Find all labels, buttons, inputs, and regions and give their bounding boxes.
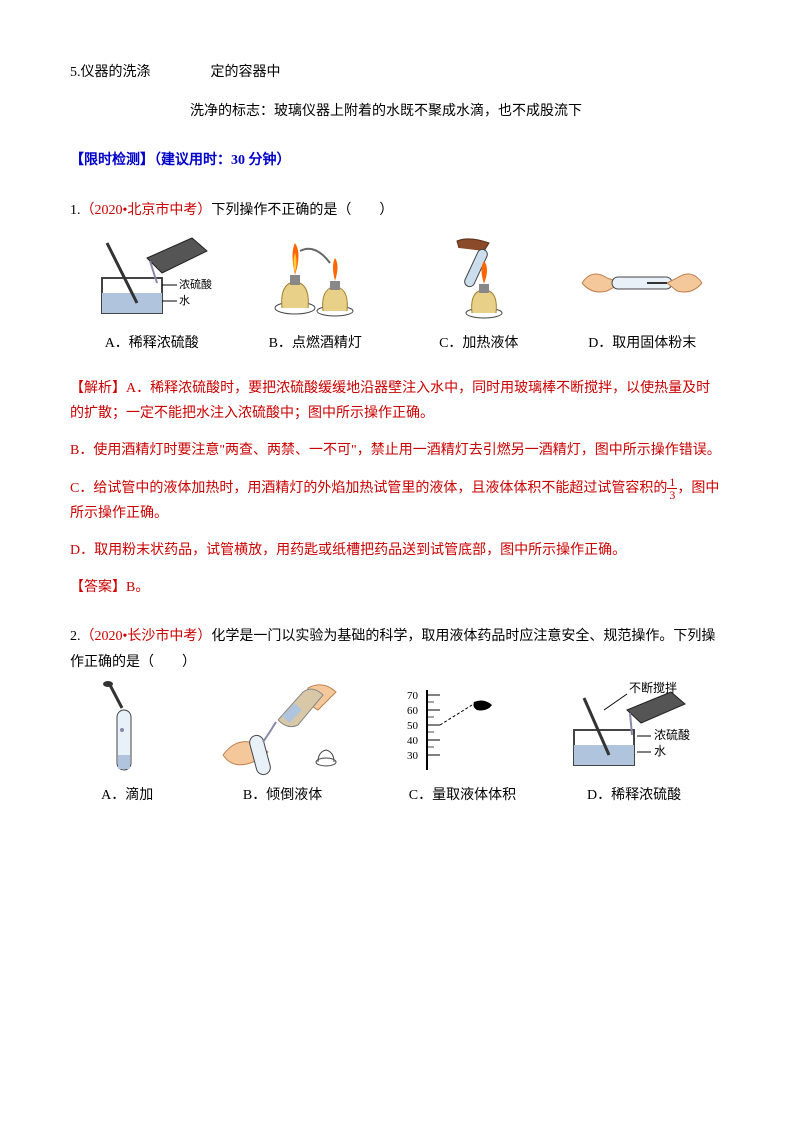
q1-analysis-B: B．使用酒精灯时要注意"两查、两禁、一不可"，禁止用一酒精灯去引燃另一酒精灯，图… — [70, 438, 724, 463]
q2-source: （2020•长沙市中考） — [81, 629, 212, 644]
item5-left: 5.仪器的洗涤 — [70, 60, 151, 85]
q1-optD-block: D．取用固体粉末 — [561, 233, 725, 356]
svg-text:水: 水 — [179, 294, 190, 307]
q2-optA-block: A．滴加 — [70, 685, 184, 808]
q2-optD-label: D．稀释浓硫酸 — [587, 783, 681, 808]
q2-optB-image — [208, 685, 358, 775]
svg-text:70: 70 — [407, 690, 419, 702]
svg-text:浓硫酸: 浓硫酸 — [654, 727, 690, 742]
q1-text: 下列操作不正确的是（ ） — [211, 203, 393, 218]
q1-optC-image — [429, 233, 529, 323]
q1-options-images: 浓硫酸 水 A．稀释浓硫酸 B．点燃酒精灯 — [70, 233, 724, 356]
q1-optC-label: C．加热液体 — [439, 331, 518, 356]
q2-optB-block: B．倾倒液体 — [184, 685, 380, 808]
svg-text:50: 50 — [407, 720, 419, 732]
svg-text:浓硫酸: 浓硫酸 — [179, 277, 212, 291]
q2-optA-label: A．滴加 — [101, 783, 153, 808]
timed-test-title: 【限时检测】（建议用时：30 分钟） — [70, 148, 724, 173]
q2-optA-image — [92, 685, 162, 775]
svg-text:40: 40 — [407, 735, 419, 747]
svg-text:30: 30 — [407, 750, 419, 762]
q1-source: （2020•北京市中考） — [81, 203, 212, 218]
q1-number: 1. — [70, 203, 81, 218]
clean-standard: 洗净的标志：玻璃仪器上附着的水既不聚成水滴，也不成股流下 — [70, 99, 724, 124]
q1-optC-block: C．加热液体 — [397, 233, 561, 356]
header-line-1: 5.仪器的洗涤 定的容器中 — [70, 60, 724, 85]
q1-optA-block: 浓硫酸 水 A．稀释浓硫酸 — [70, 233, 234, 356]
q2-optC-block: 70 60 50 40 30 C．量取液体体积 — [381, 685, 545, 808]
svg-text:60: 60 — [407, 705, 419, 717]
q1-analysis: 【解析】A．稀释浓硫酸时，要把浓硫酸缓缓地沿器壁注入水中，同时用玻璃棒不断搅拌，… — [70, 376, 724, 563]
svg-text:水: 水 — [654, 744, 666, 758]
q1-analysis-D: D．取用粉末状药品，试管横放，用药匙或纸槽把药品送到试管底部，图中所示操作正确。 — [70, 538, 724, 563]
q2-number: 2. — [70, 629, 81, 644]
q1-optD-image — [577, 233, 707, 323]
q2-stem: 2.（2020•长沙市中考）化学是一门以实验为基础的科学，取用液体药品时应注意安… — [70, 624, 724, 674]
item5-right: 定的容器中 — [211, 60, 281, 85]
q1-analysis-A: A．稀释浓硫酸时，要把浓硫酸缓缓地沿器壁注入水中，同时用玻璃棒不断搅拌，以使热量… — [70, 381, 710, 421]
analysis-label: 【解析】 — [70, 381, 126, 396]
q2-optD-block: 不断搅拌 浓硫酸 水 D．稀释浓硫酸 — [544, 685, 724, 808]
q1-optB-label: B．点燃酒精灯 — [269, 331, 362, 356]
q1-optB-block: B．点燃酒精灯 — [234, 233, 398, 356]
answer-label: 【答案】 — [70, 580, 126, 595]
q1-optD-label: D．取用固体粉末 — [588, 331, 696, 356]
q1-answer: 【答案】B。 — [70, 575, 724, 600]
q1-analysis-C: C．给试管中的液体加热时，用酒精灯的外焰加热试管里的液体，且液体体积不能超过试管… — [70, 476, 724, 526]
q1-optA-image: 浓硫酸 水 — [87, 233, 217, 323]
q1-optA-label: A．稀释浓硫酸 — [105, 331, 199, 356]
q2-options-images: A．滴加 B．倾倒液体 70 60 — [70, 685, 724, 808]
q1-stem: 1.（2020•北京市中考）下列操作不正确的是（ ） — [70, 198, 724, 223]
q2-optB-label: B．倾倒液体 — [243, 783, 322, 808]
fraction-one-third: 13 — [667, 476, 677, 501]
q2-optC-label: C．量取液体体积 — [409, 783, 516, 808]
q1-optB-image — [260, 233, 370, 323]
q2-optC-image: 70 60 50 40 30 — [402, 685, 522, 775]
q2-optD-image: 不断搅拌 浓硫酸 水 — [559, 685, 709, 775]
